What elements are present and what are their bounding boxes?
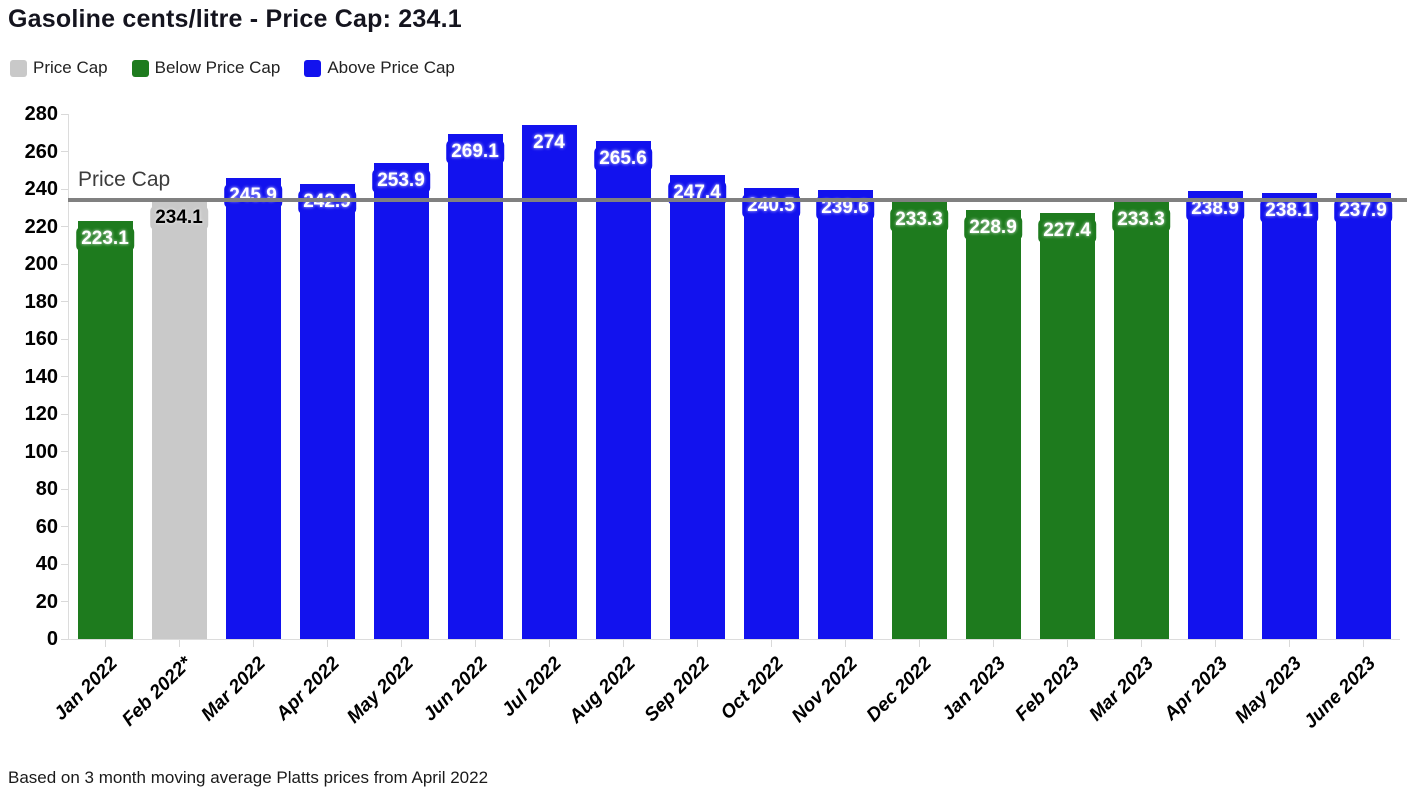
y-axis-tick <box>61 151 68 152</box>
bar <box>965 209 1021 639</box>
y-axis-tick-label: 0 <box>46 628 58 650</box>
legend-item-label: Above Price Cap <box>327 58 455 77</box>
x-axis-tick <box>105 640 106 647</box>
bar <box>521 125 577 639</box>
bar <box>743 188 799 639</box>
bar <box>225 177 281 639</box>
y-axis-tick-label: 20 <box>35 590 58 613</box>
y-axis-tick <box>61 226 68 227</box>
x-axis-tick <box>1363 640 1364 647</box>
bar-value-label: 274 <box>528 131 570 156</box>
y-axis-tick-label: 120 <box>24 403 58 425</box>
bar <box>151 200 207 639</box>
x-axis-tick <box>401 640 402 647</box>
x-axis-tick <box>475 640 476 647</box>
y-axis-tick <box>61 263 68 265</box>
bar <box>1187 191 1243 639</box>
legend-item-above-price-cap: Above Price Cap <box>304 58 455 78</box>
y-axis-tick <box>61 413 68 415</box>
x-axis-tick <box>253 640 254 647</box>
bar-value-label: 233.3 <box>1112 207 1170 232</box>
legend-swatch <box>131 59 149 77</box>
bar-value-label: 253.9 <box>372 168 430 193</box>
bar <box>373 162 429 639</box>
x-axis-tick <box>1215 640 1216 647</box>
y-axis-tick <box>61 488 68 490</box>
y-axis-tick-label: 100 <box>24 440 58 463</box>
y-axis-tick-label: 260 <box>24 140 58 163</box>
y-axis-tick-label: 140 <box>24 365 58 388</box>
legend-item-label: Price Cap <box>33 58 108 77</box>
chart-title: Gasoline cents/litre - Price Cap: 234.1 <box>8 5 462 33</box>
y-axis-tick <box>61 188 68 190</box>
y-axis-tick-label: 180 <box>24 290 58 313</box>
bar <box>1113 201 1169 639</box>
bar-value-label: 234.1 <box>150 206 208 231</box>
footnote: Based on 3 month moving average Platts p… <box>8 768 489 787</box>
x-axis-tick <box>179 640 180 647</box>
bar <box>1335 192 1391 639</box>
x-axis-tick <box>623 640 624 647</box>
bar <box>891 201 947 639</box>
y-axis-tick <box>61 638 68 640</box>
y-axis-tick-label: 60 <box>35 515 58 538</box>
x-axis-tick <box>327 640 328 647</box>
bar <box>447 134 503 639</box>
x-axis-tick <box>919 640 920 647</box>
bar <box>299 183 355 639</box>
x-axis-tick <box>771 640 772 647</box>
y-axis-tick-label: 220 <box>24 215 58 238</box>
x-axis-tick <box>549 640 550 647</box>
legend-item-below-price-cap: Below Price Cap <box>131 58 281 78</box>
y-axis-tick-label: 240 <box>24 178 58 200</box>
y-axis-tick-label: 200 <box>24 253 58 275</box>
x-axis-tick <box>697 640 698 647</box>
y-axis-tick <box>61 526 68 527</box>
bar-value-label: 227.4 <box>1038 218 1096 243</box>
x-axis-tick <box>1141 640 1142 647</box>
y-axis-tick <box>61 301 68 302</box>
x-axis-tick <box>1067 640 1068 647</box>
y-axis-tick-label: 80 <box>35 478 58 500</box>
x-axis-tick <box>845 640 846 647</box>
price-cap-annotation: Price Cap <box>78 168 171 191</box>
y-axis-tick <box>61 601 68 602</box>
y-axis-tick <box>61 338 68 340</box>
legend-swatch <box>304 59 322 77</box>
y-axis-tick-label: 160 <box>24 328 58 350</box>
legend-item-label: Below Price Cap <box>154 58 281 77</box>
bar-value-label: 223.1 <box>76 226 134 251</box>
x-axis-tick <box>993 640 994 647</box>
bar-value-label: 245.9 <box>224 183 282 208</box>
y-axis-line <box>68 114 69 639</box>
y-axis-tick <box>61 113 68 115</box>
legend-swatch <box>10 59 27 77</box>
bar-value-label: 269.1 <box>446 140 504 165</box>
legend: Price Cap Below Price Cap Above Price Ca… <box>10 58 455 78</box>
x-axis-line <box>68 639 1400 640</box>
y-axis-tick-label: 280 <box>24 103 58 125</box>
bar-value-label: 265.6 <box>594 147 652 171</box>
x-axis-tick <box>1289 640 1290 647</box>
price-cap-line <box>68 198 1407 203</box>
y-axis-tick <box>61 563 68 565</box>
bar <box>1039 212 1095 639</box>
bar-value-label: 233.3 <box>890 207 948 232</box>
y-axis-tick <box>61 376 68 377</box>
bar-value-label: 228.9 <box>964 215 1022 240</box>
bar <box>77 220 133 639</box>
bar-value-label: 238.1 <box>1260 198 1318 223</box>
bar-value-label: 237.9 <box>1334 198 1392 223</box>
bar <box>669 175 725 639</box>
y-axis-tick-label: 40 <box>35 553 58 575</box>
bar <box>1261 192 1317 639</box>
bar <box>595 141 651 639</box>
bar <box>817 189 873 639</box>
y-axis-tick <box>61 451 68 452</box>
legend-item-price-cap: Price Cap <box>10 58 108 78</box>
